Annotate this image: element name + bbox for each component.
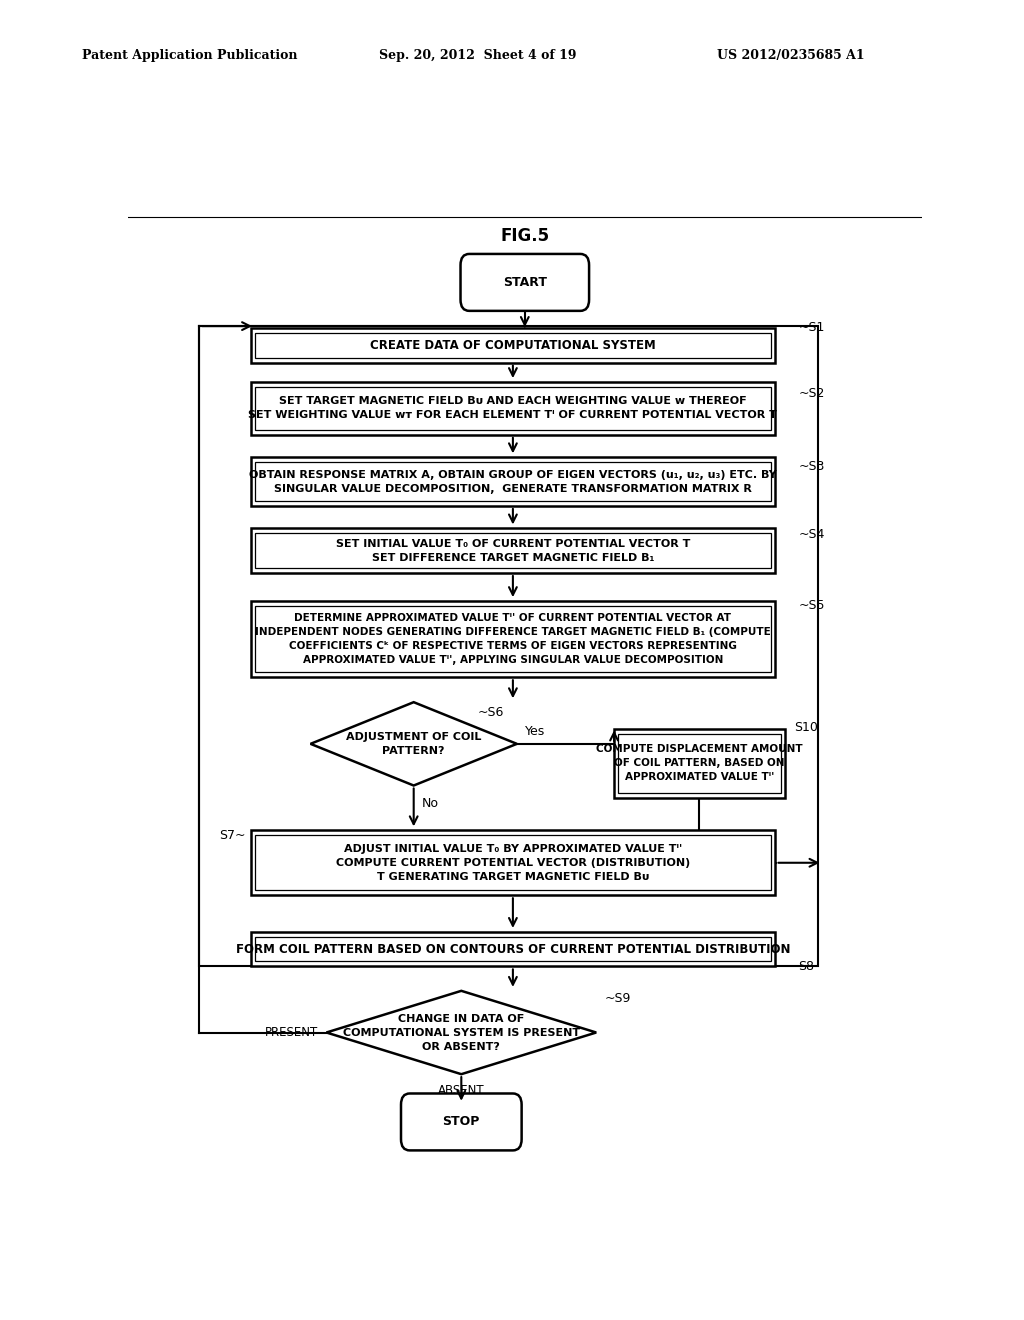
Text: Sep. 20, 2012  Sheet 4 of 19: Sep. 20, 2012 Sheet 4 of 19 (379, 49, 577, 62)
Text: Yes: Yes (524, 725, 545, 738)
Text: S10: S10 (795, 721, 818, 734)
Bar (200, 326, 818, 966)
Text: DETERMINE APPROXIMATED VALUE Tᴵ' OF CURRENT POTENTIAL VECTOR AT
INDEPENDENT NODE: DETERMINE APPROXIMATED VALUE Tᴵ' OF CURR… (255, 614, 771, 665)
FancyBboxPatch shape (461, 253, 589, 312)
Bar (255, 836, 771, 890)
FancyBboxPatch shape (401, 1093, 521, 1151)
Text: ~S5: ~S5 (799, 599, 825, 612)
Bar (251, 830, 775, 895)
Text: ~S9: ~S9 (604, 993, 631, 1006)
Bar (255, 333, 771, 358)
Text: No: No (422, 797, 438, 810)
Bar (251, 457, 775, 506)
Bar (614, 729, 784, 797)
Text: ADJUST INITIAL VALUE T₀ BY APPROXIMATED VALUE Tᴵ'
COMPUTE CURRENT POTENTIAL VECT: ADJUST INITIAL VALUE T₀ BY APPROXIMATED … (336, 843, 690, 882)
Text: CREATE DATA OF COMPUTATIONAL SYSTEM: CREATE DATA OF COMPUTATIONAL SYSTEM (370, 339, 655, 352)
Text: STOP: STOP (442, 1115, 480, 1129)
Bar (251, 381, 775, 434)
Text: ~S6: ~S6 (477, 706, 504, 719)
Text: ABSENT: ABSENT (438, 1084, 484, 1097)
Text: ~S1: ~S1 (799, 321, 825, 334)
Text: PRESENT: PRESENT (265, 1026, 318, 1039)
Text: COMPUTE DISPLACEMENT AMOUNT
OF COIL PATTERN, BASED ON
APPROXIMATED VALUE Tᴵ': COMPUTE DISPLACEMENT AMOUNT OF COIL PATT… (596, 744, 803, 783)
Bar (251, 932, 775, 966)
Text: FORM COIL PATTERN BASED ON CONTOURS OF CURRENT POTENTIAL DISTRIBUTION: FORM COIL PATTERN BASED ON CONTOURS OF C… (236, 942, 791, 956)
Polygon shape (327, 991, 596, 1074)
Bar (251, 329, 775, 363)
Text: Patent Application Publication: Patent Application Publication (82, 49, 297, 62)
Bar (255, 606, 771, 672)
Text: ~S4: ~S4 (799, 528, 825, 541)
Bar (255, 462, 771, 500)
Text: OBTAIN RESPONSE MATRIX A, OBTAIN GROUP OF EIGEN VECTORS (u₁, u₂, u₃) ETC. BY
SIN: OBTAIN RESPONSE MATRIX A, OBTAIN GROUP O… (249, 470, 777, 494)
Text: SET TARGET MAGNETIC FIELD Bᴜ AND EACH WEIGHTING VALUE w THEREOF
SET WEIGHTING VA: SET TARGET MAGNETIC FIELD Bᴜ AND EACH WE… (249, 396, 777, 421)
Bar (255, 937, 771, 961)
Bar (255, 533, 771, 568)
Bar (618, 734, 780, 792)
Text: SET INITIAL VALUE T₀ OF CURRENT POTENTIAL VECTOR T
SET DIFFERENCE TARGET MAGNETI: SET INITIAL VALUE T₀ OF CURRENT POTENTIA… (336, 539, 690, 562)
Text: ~S2: ~S2 (799, 387, 825, 400)
Bar (251, 528, 775, 573)
Text: US 2012/0235685 A1: US 2012/0235685 A1 (717, 49, 864, 62)
Bar (251, 601, 775, 677)
Text: S7~: S7~ (219, 829, 246, 842)
Polygon shape (310, 702, 517, 785)
Bar (255, 387, 771, 430)
Text: S8: S8 (799, 960, 815, 973)
Text: START: START (503, 276, 547, 289)
Text: FIG.5: FIG.5 (501, 227, 549, 244)
Text: CHANGE IN DATA OF
COMPUTATIONAL SYSTEM IS PRESENT
OR ABSENT?: CHANGE IN DATA OF COMPUTATIONAL SYSTEM I… (343, 1014, 580, 1052)
Text: ~S3: ~S3 (799, 459, 825, 473)
Text: ADJUSTMENT OF COIL
PATTERN?: ADJUSTMENT OF COIL PATTERN? (346, 731, 481, 756)
